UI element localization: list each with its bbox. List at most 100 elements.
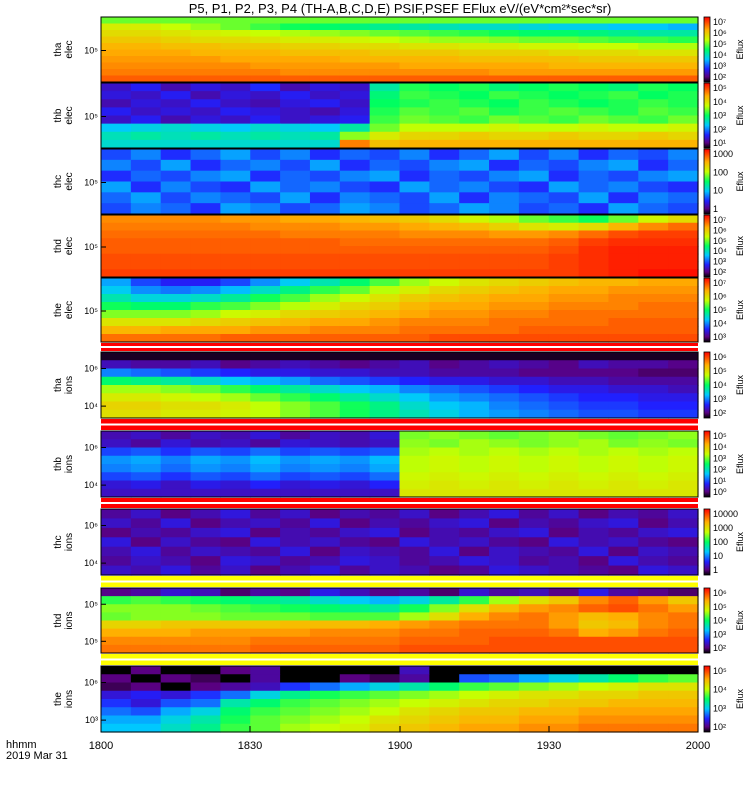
heatmap-cell	[280, 159, 311, 172]
heatmap-cell	[160, 36, 192, 44]
heatmap-cell	[399, 527, 430, 538]
heatmap-cell	[309, 636, 341, 646]
heatmap-cell	[101, 431, 132, 440]
heatmap-cell	[250, 723, 281, 733]
panel-label-species: ions	[64, 690, 75, 708]
colorbar	[703, 665, 711, 733]
heatmap-cell	[638, 401, 669, 411]
heatmap-cell	[369, 612, 401, 622]
heatmap-cell	[459, 49, 490, 57]
heatmap-cell	[309, 472, 341, 482]
heatmap-cell	[101, 99, 132, 108]
heatmap-cell	[608, 628, 639, 638]
heatmap-cell	[309, 628, 341, 638]
heatmap-cell	[608, 352, 639, 361]
heatmap-cell	[668, 334, 699, 343]
heatmap-cell	[548, 546, 580, 557]
heatmap-cell	[608, 107, 639, 117]
heatmap-cell	[638, 253, 669, 263]
heatmap-cell	[608, 464, 639, 473]
heatmap-cell	[309, 310, 341, 319]
heatmap-cell	[309, 464, 341, 473]
heatmap-cell	[280, 246, 311, 255]
heatmap-cell	[399, 181, 430, 193]
heatmap-cell	[578, 246, 610, 255]
heatmap-cell	[160, 17, 192, 25]
heatmap-cell	[250, 334, 281, 343]
heatmap-cell	[668, 596, 699, 605]
heatmap-cell	[160, 83, 192, 92]
y-tick-label: 10⁵	[84, 112, 98, 122]
x-axis: 1800 1830 1900 1930 2000	[89, 740, 710, 752]
heatmap-cell	[638, 588, 669, 597]
heatmap-cell	[578, 62, 610, 70]
heatmap-cell	[489, 666, 520, 675]
heatmap-cell	[638, 447, 669, 457]
heatmap-cell	[280, 488, 311, 498]
heatmap-cell	[518, 518, 550, 529]
heatmap-cell	[548, 472, 580, 482]
heatmap-cell	[280, 368, 311, 378]
heatmap-cell	[518, 318, 550, 327]
heatmap-cell	[548, 565, 580, 576]
heatmap-cell	[668, 690, 699, 700]
heatmap-cell	[489, 604, 520, 613]
heatmap-cell	[130, 91, 162, 100]
heatmap-cell	[101, 464, 132, 473]
heatmap-cell	[130, 612, 162, 622]
heatmap-cell	[399, 246, 430, 255]
x-tick-label-1830: 1830	[238, 740, 262, 752]
colorbar	[703, 587, 711, 654]
heatmap-cell	[638, 83, 669, 92]
heatmap-cell	[638, 527, 669, 538]
heatmap-cell	[101, 376, 132, 386]
heatmap-cell	[250, 360, 281, 370]
heatmap-cell	[548, 261, 580, 270]
heatmap-cell	[578, 537, 610, 548]
heatmap-cell	[518, 181, 550, 193]
heatmap-cell	[548, 222, 580, 232]
heatmap-cell	[250, 636, 281, 646]
heatmap-cell	[489, 115, 520, 125]
heatmap-cell	[339, 707, 371, 717]
heatmap-cell	[101, 707, 132, 717]
heatmap-cell	[101, 326, 132, 335]
heatmap-cell	[459, 246, 490, 255]
heatmap-cell	[608, 636, 639, 646]
heatmap-cell	[489, 56, 520, 64]
heatmap-cell	[280, 439, 311, 449]
heatmap-cell	[548, 527, 580, 538]
heatmap-cell	[578, 91, 610, 100]
heatmap-cell	[339, 170, 371, 183]
heatmap-cell	[429, 723, 460, 733]
heatmap-cell	[459, 666, 490, 675]
heatmap-cell	[190, 246, 221, 255]
heatmap-cell	[578, 464, 610, 473]
heatmap-cell	[101, 91, 132, 100]
heatmap-cell	[489, 36, 520, 44]
heatmap-cell	[548, 636, 580, 646]
heatmap-cell	[668, 192, 699, 204]
heatmap-cell	[220, 334, 251, 343]
heatmap-cell	[250, 302, 281, 311]
colorbar	[703, 430, 711, 498]
heatmap-cell	[190, 83, 221, 92]
heatmap-cell	[518, 447, 550, 457]
heatmap-cell	[608, 556, 639, 567]
heatmap-cell	[250, 115, 281, 125]
heatmap-cell	[578, 75, 610, 83]
heatmap-cell	[220, 43, 251, 51]
heatmap-cell	[489, 326, 520, 335]
heatmap-cell	[160, 707, 192, 717]
heatmap-cell	[160, 107, 192, 117]
heatmap-cell	[399, 62, 430, 70]
heatmap-cell	[280, 107, 311, 117]
heatmap-cell	[309, 222, 341, 232]
colorbar-tick-label: 10⁴	[713, 685, 727, 695]
heatmap-cell	[578, 644, 610, 654]
panel-frame	[100, 277, 699, 343]
heatmap-cell	[489, 509, 520, 520]
heatmap-cell	[280, 253, 311, 263]
colorbar-tick-label: 10³	[713, 453, 726, 463]
heatmap-cell	[160, 699, 192, 708]
